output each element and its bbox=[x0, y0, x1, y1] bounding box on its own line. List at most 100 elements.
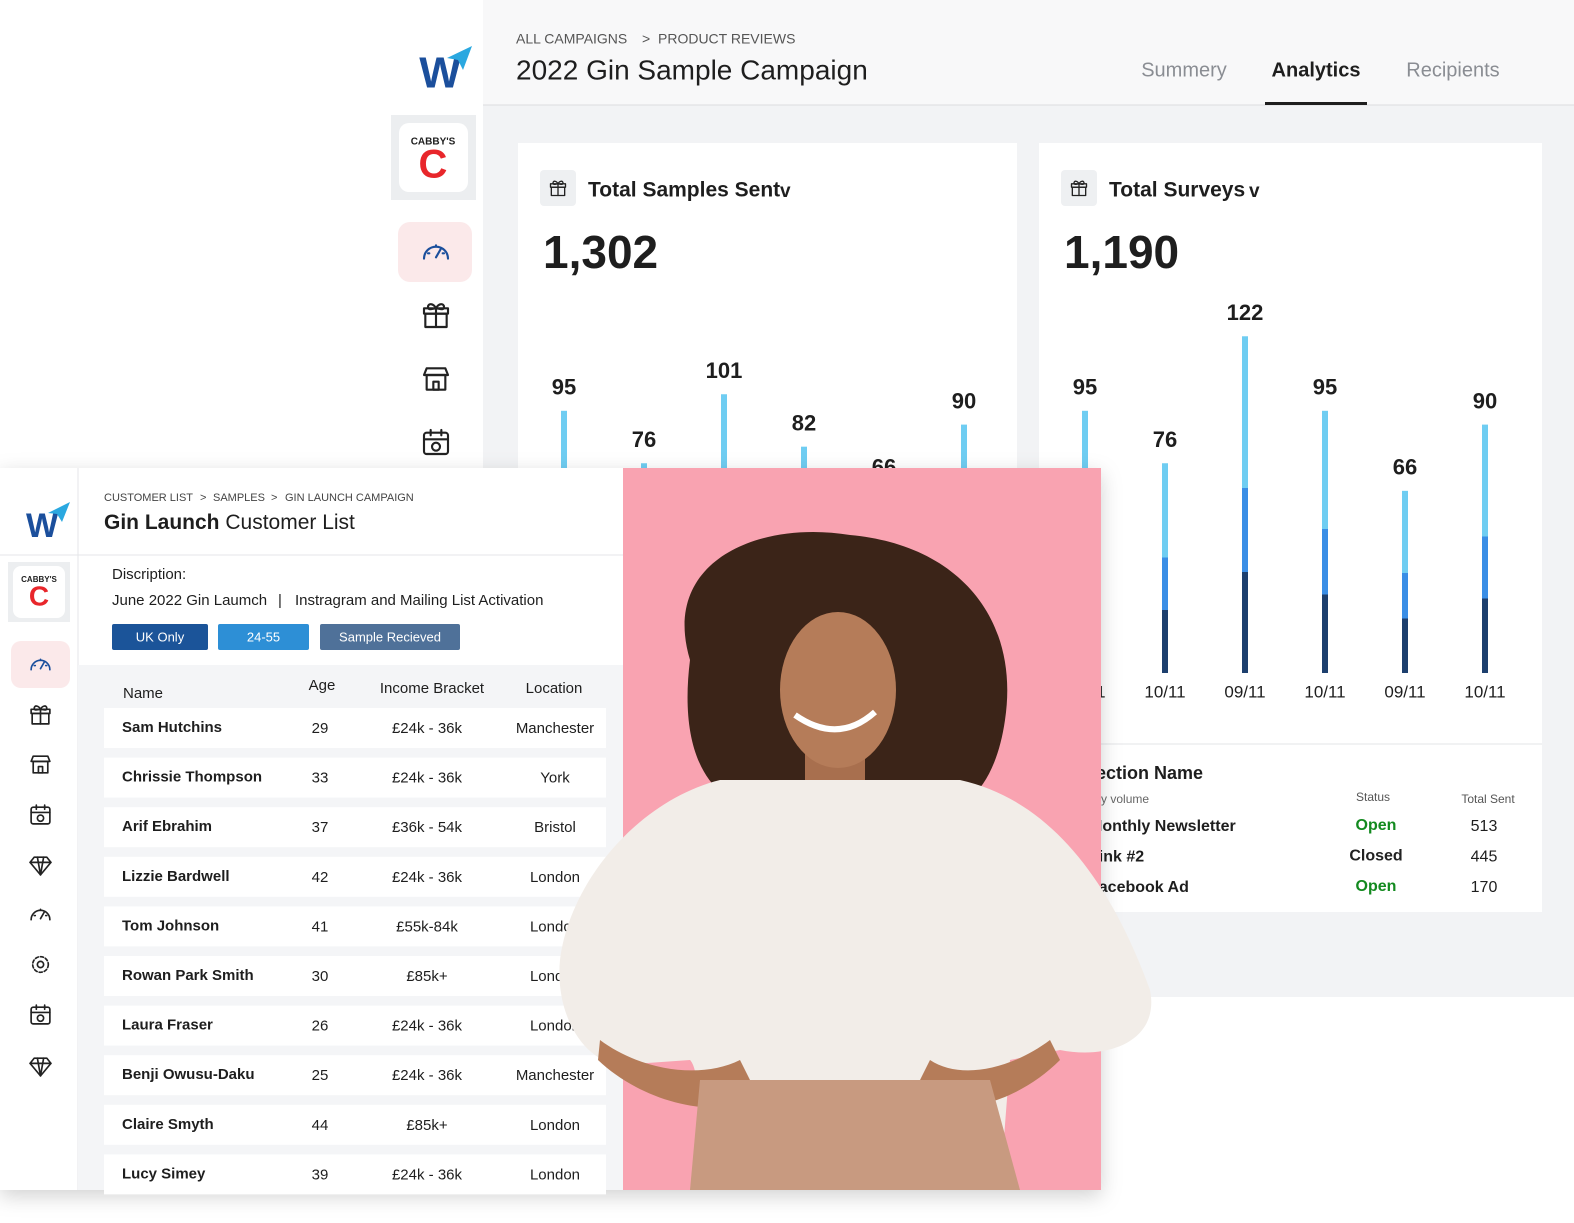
column-header: Total Sent bbox=[1461, 792, 1515, 806]
tab[interactable]: Recipients bbox=[1406, 59, 1499, 81]
description-sep: | bbox=[278, 592, 282, 609]
x-tick-label: 10/11 bbox=[1304, 682, 1345, 701]
breadcrumb[interactable]: PRODUCT REVIEWS bbox=[658, 31, 795, 47]
breadcrumb-sep: > bbox=[271, 492, 277, 504]
title-bold: Gin Launch bbox=[104, 511, 220, 534]
table-row[interactable] bbox=[104, 1104, 606, 1145]
breadcrumb-item[interactable]: CUSTOMER LIST bbox=[104, 492, 193, 504]
customer-income: £24k - 36k bbox=[392, 1067, 463, 1084]
customer-income: £55k-84k bbox=[396, 918, 458, 935]
tags: UK Only 24-55 Sample Recieved bbox=[112, 624, 460, 650]
x-tick-label: 09/11 bbox=[1224, 682, 1265, 701]
tab[interactable]: Summery bbox=[1141, 59, 1227, 81]
data-label: 95 bbox=[1073, 375, 1097, 400]
table-row[interactable] bbox=[104, 1055, 606, 1096]
client-mark: C bbox=[419, 143, 448, 187]
card bbox=[1039, 143, 1542, 912]
data-label: 95 bbox=[1313, 375, 1337, 400]
collection-total: 445 bbox=[1471, 849, 1498, 866]
customer-location: York bbox=[540, 770, 570, 787]
tag[interactable] bbox=[218, 624, 309, 650]
table-row[interactable] bbox=[104, 906, 606, 947]
data-label: 66 bbox=[1393, 455, 1417, 480]
bar bbox=[1162, 463, 1168, 673]
customer-income: £85k+ bbox=[406, 1117, 448, 1134]
page-title: 2022 Gin Sample Campaign bbox=[516, 54, 868, 85]
breadcrumb-sep: > bbox=[642, 31, 650, 47]
client-logo-bg bbox=[13, 566, 65, 618]
data-label: 101 bbox=[706, 358, 743, 383]
description-label: Discription: bbox=[112, 566, 186, 583]
tab-underline bbox=[1265, 102, 1367, 105]
customer-age: 37 bbox=[312, 819, 329, 836]
logo-arrow bbox=[447, 46, 472, 70]
collection-status: Closed bbox=[1349, 848, 1402, 865]
nav-active-bg bbox=[11, 641, 70, 688]
breadcrumb-item[interactable]: SAMPLES bbox=[213, 492, 265, 504]
client-name: CABBY'S bbox=[411, 137, 456, 148]
card-toggle[interactable]: v bbox=[1249, 181, 1260, 202]
customer-location: Manchester bbox=[516, 1067, 594, 1084]
customer-name: Arif Ebrahim bbox=[122, 818, 212, 835]
breadcrumb: CUSTOMER LIST > SAMPLES > GIN LAUNCH CAMPAIG… bbox=[104, 492, 414, 504]
customer-income: £24k - 36k bbox=[392, 1018, 463, 1035]
title-rest: Customer List bbox=[225, 511, 355, 534]
column-header: Location bbox=[526, 680, 583, 697]
customer-income: £24k - 36k bbox=[392, 869, 463, 886]
customer-age: 29 bbox=[312, 720, 329, 737]
customer-age: 41 bbox=[312, 918, 329, 935]
client-name: CABBY'S bbox=[21, 575, 57, 584]
customer-age: 25 bbox=[312, 1067, 329, 1084]
tag-label: UK Only bbox=[136, 629, 185, 644]
customer-name: Benji Owusu-Daku bbox=[122, 1066, 255, 1083]
card-title: Total Surveys bbox=[1109, 179, 1245, 202]
customer-income: £24k - 36k bbox=[392, 1166, 463, 1183]
page-title: Gin Launch Customer List bbox=[104, 511, 355, 534]
table-row[interactable] bbox=[104, 708, 606, 748]
table-row[interactable] bbox=[104, 956, 606, 996]
tabs: Summery Analytics Recipients bbox=[1141, 59, 1500, 105]
customer-name: Rowan Park Smith bbox=[122, 967, 254, 984]
customer-age: 26 bbox=[312, 1018, 329, 1035]
tag-label: Sample Recieved bbox=[339, 629, 441, 644]
customer-location: London bbox=[530, 1018, 580, 1035]
data-label: 90 bbox=[952, 388, 976, 413]
card-total: 1,190 bbox=[1064, 226, 1179, 278]
breadcrumb[interactable]: ALL CAMPAIGNS bbox=[516, 31, 627, 47]
tag[interactable] bbox=[320, 624, 460, 650]
table-row[interactable] bbox=[104, 856, 606, 897]
tag[interactable] bbox=[112, 624, 208, 650]
breadcrumb-item[interactable]: GIN LAUNCH CAMPAIGN bbox=[285, 492, 414, 504]
customer-location: Bristol bbox=[534, 819, 576, 836]
data-label: 90 bbox=[1473, 388, 1497, 413]
collection-name: Link #2 bbox=[1089, 849, 1144, 866]
collection-total: 170 bbox=[1471, 879, 1498, 896]
card-toggle[interactable]: v bbox=[780, 181, 791, 202]
customer-name: Sam Hutchins bbox=[122, 719, 222, 736]
customer-location: London bbox=[530, 869, 580, 886]
customer-age: 44 bbox=[312, 1117, 329, 1134]
client-logo-bg bbox=[399, 123, 468, 192]
table-row[interactable] bbox=[104, 1005, 606, 1046]
card-title: Total Samples Sent bbox=[588, 179, 780, 202]
customer-location: Manchester bbox=[516, 720, 594, 737]
customer-name: Chrissie Thompson bbox=[122, 769, 262, 786]
card-total: 1,302 bbox=[543, 226, 658, 278]
customer-age: 39 bbox=[312, 1166, 329, 1183]
customer-age: 42 bbox=[312, 869, 329, 886]
customer-name: Lizzie Bardwell bbox=[122, 868, 230, 885]
description: June 2022 Gin Laumch bbox=[112, 592, 267, 609]
customer-name: Laura Fraser bbox=[122, 1017, 213, 1034]
data-label: 76 bbox=[632, 427, 656, 452]
bar bbox=[1482, 424, 1488, 673]
table-row[interactable] bbox=[104, 1154, 606, 1195]
column-header: Name bbox=[123, 685, 163, 702]
tab[interactable]: Analytics bbox=[1272, 59, 1361, 81]
tag-label: 24-55 bbox=[247, 629, 280, 644]
table-row[interactable] bbox=[104, 757, 606, 798]
table-row[interactable] bbox=[104, 807, 606, 848]
description: Instragram and Mailing List Activation bbox=[295, 592, 543, 609]
data-label: 122 bbox=[1227, 300, 1264, 325]
